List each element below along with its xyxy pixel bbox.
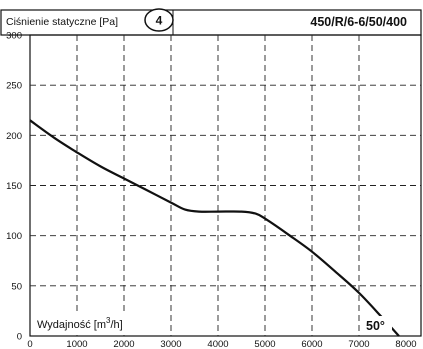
x-axis-label-background [32, 313, 150, 333]
y-tick-label: 50 [11, 281, 22, 292]
x-axis-label-exponent: 3 [106, 316, 111, 325]
y-tick-label: 250 [6, 81, 22, 92]
y-tick-label: 0 [17, 332, 22, 343]
x-tick-label: 5000 [254, 339, 275, 349]
x-axis-label: Wydajność [m3/h] [37, 316, 123, 331]
blade-angle-label: 50° [366, 319, 385, 333]
curve-number-text: 4 [156, 14, 163, 28]
x-tick-labels: 0 1000 2000 3000 4000 5000 6000 7000 8000 [27, 339, 416, 349]
y-tick-label: 200 [6, 131, 22, 142]
x-axis-label-base: Wydajność [m [37, 319, 106, 331]
chart-header-frame [0, 9, 422, 36]
x-axis-label-unit: /h] [110, 319, 122, 331]
fan-model-label: 450/R/6-6/50/400 [310, 15, 407, 29]
x-tick-label: 7000 [348, 339, 369, 349]
x-tick-label: 8000 [395, 339, 416, 349]
x-tick-label: 2000 [113, 339, 134, 349]
x-tick-label: 1000 [66, 339, 87, 349]
x-tick-label: 4000 [207, 339, 228, 349]
y-tick-labels: 0 50 100 150 200 250 300 [6, 31, 22, 343]
blade-angle-background [362, 316, 392, 333]
x-tick-label: 0 [27, 339, 32, 349]
y-tick-label: 150 [6, 181, 22, 192]
grid-lines [30, 35, 421, 336]
x-tick-label: 6000 [301, 339, 322, 349]
y-axis-label: Ciśnienie statyczne [Pa] [6, 16, 118, 28]
fan-curve-line [29, 119, 400, 337]
y-tick-label: 100 [6, 231, 22, 242]
y-tick-label: 300 [6, 31, 22, 42]
x-tick-label: 3000 [160, 339, 181, 349]
